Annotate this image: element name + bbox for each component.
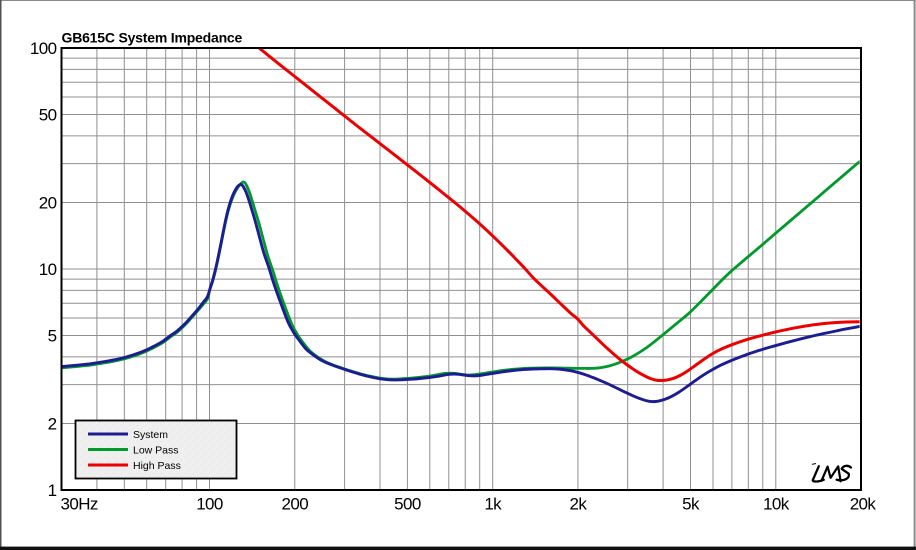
- svg-text:10: 10: [39, 260, 57, 279]
- svg-text:5: 5: [48, 327, 57, 346]
- svg-text:2: 2: [48, 415, 57, 434]
- svg-text:20k: 20k: [850, 495, 877, 514]
- svg-text:5k: 5k: [682, 495, 700, 514]
- svg-text:2k: 2k: [570, 495, 588, 514]
- svg-text:100: 100: [196, 495, 223, 514]
- svg-text:Low Pass: Low Pass: [133, 445, 179, 457]
- svg-text:High Pass: High Pass: [133, 460, 181, 472]
- svg-text:50: 50: [39, 106, 57, 125]
- svg-text:100: 100: [30, 39, 57, 58]
- svg-text:1k: 1k: [484, 495, 502, 514]
- svg-text:30Hz: 30Hz: [61, 495, 98, 514]
- svg-text:20: 20: [39, 194, 57, 213]
- svg-text:200: 200: [282, 495, 309, 514]
- svg-text:500: 500: [394, 495, 421, 514]
- svg-text:GB615C System Impedance: GB615C System Impedance: [62, 30, 243, 46]
- svg-text:10k: 10k: [763, 495, 790, 514]
- svg-text:1: 1: [48, 481, 57, 500]
- svg-text:System: System: [133, 429, 168, 441]
